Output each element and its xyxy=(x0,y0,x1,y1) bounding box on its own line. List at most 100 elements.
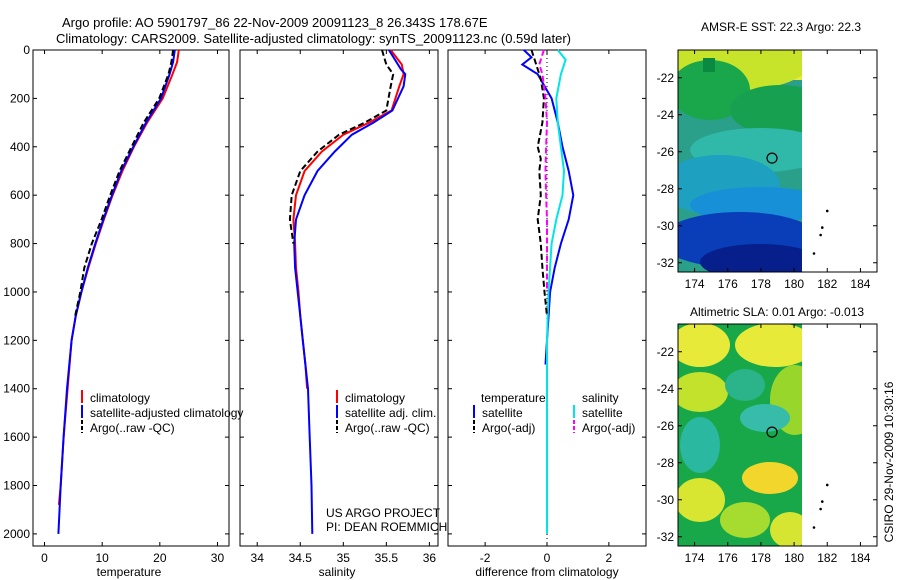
argo-position-marker xyxy=(766,152,778,164)
legend-title-salinity: salinity xyxy=(582,391,619,405)
map-x-tick-label: 174 xyxy=(685,277,705,291)
legend-label-sat: satellite-adjusted climatology xyxy=(90,406,243,420)
island-dot xyxy=(825,209,829,213)
series-argo-line xyxy=(74,49,175,317)
y-tick-label: 1200 xyxy=(3,333,30,347)
difference-xlabel: difference from climatology xyxy=(475,565,618,579)
map-y-tick-label: -32 xyxy=(657,530,675,544)
map-x-tick-label: 176 xyxy=(718,277,738,291)
sla-map-title: Altimetric SLA: 0.01 Argo: -0.013 xyxy=(690,305,864,319)
map-x-tick-label: 182 xyxy=(817,551,837,565)
legend-label-sat-t: satellite xyxy=(482,406,523,420)
x-tick-label: 36 xyxy=(423,551,437,565)
y-tick-label: 0 xyxy=(23,43,30,57)
x-tick-label: 0 xyxy=(41,551,48,565)
x-tick-label: 35.5 xyxy=(375,551,399,565)
project-note-line2: PI: DEAN ROEMMICH xyxy=(326,520,447,534)
map-x-tick-label: 184 xyxy=(850,551,870,565)
map-y-tick-label: -26 xyxy=(657,145,675,159)
y-tick-label: 2000 xyxy=(3,527,30,541)
figure-subtitle: Climatology: CARS2009. Satellite-adjuste… xyxy=(56,31,571,46)
series-argo-line xyxy=(530,49,548,317)
map-x-tick-label: 176 xyxy=(718,551,738,565)
y-tick-label: 200 xyxy=(10,91,30,105)
temperature-legend: climatology satellite-adjusted climatolo… xyxy=(81,390,243,435)
map-y-tick-label: -30 xyxy=(657,219,675,233)
temperature-plot: 0 10 20 30 0 200 400 600 800 1000 1200 1400 1600 1800… xyxy=(3,43,229,565)
temperature-xlabel: temperature xyxy=(97,565,162,579)
series-clim-line xyxy=(57,49,180,505)
difference-plot: -2 0 2 xyxy=(448,49,646,565)
argo-position-marker xyxy=(766,426,778,438)
legend-label-clim: climatology xyxy=(345,391,405,405)
legend-label-argo: Argo(..raw -QC) xyxy=(90,421,175,435)
legend-label-sat-s: satellite xyxy=(582,406,623,420)
x-tick-label: 2 xyxy=(606,551,613,565)
project-note-line1: US ARGO PROJECT xyxy=(326,506,441,520)
sla-field xyxy=(678,324,802,546)
x-tick-label: -2 xyxy=(480,551,491,565)
series-argo_diff_s-line xyxy=(538,49,549,292)
sst-map-overlay: 174 176 178 180 182 184 -22 -24 -26 -28 -30 -32 xyxy=(657,50,877,291)
map-y-tick-label: -26 xyxy=(657,419,675,433)
map-x-tick-label: 178 xyxy=(751,551,771,565)
island-dot xyxy=(812,252,816,255)
map-y-tick-label: -30 xyxy=(657,493,675,507)
temperature-axes xyxy=(32,49,230,547)
legend-label-argo-s: Argo(-adj) xyxy=(582,421,635,435)
sst-map-axes xyxy=(677,49,878,273)
y-tick-label: 1000 xyxy=(3,285,30,299)
series-sat-line xyxy=(520,49,575,365)
map-y-tick-label: -28 xyxy=(657,182,675,196)
x-tick-label: 30 xyxy=(211,551,225,565)
x-tick-label: 0 xyxy=(544,551,551,565)
map-x-tick-label: 182 xyxy=(817,277,837,291)
x-tick-label: 20 xyxy=(153,551,167,565)
island-dot xyxy=(819,233,822,237)
x-tick-label: 34.5 xyxy=(289,551,313,565)
legend-label-sat: satellite adj. clim. xyxy=(345,406,436,420)
y-tick-label: 600 xyxy=(10,188,30,202)
island-dot xyxy=(812,526,816,529)
map-y-tick-label: -28 xyxy=(657,456,675,470)
map-x-tick-label: 180 xyxy=(784,277,804,291)
side-timestamp: CSIRO 29-Nov-2009 10:30:16 xyxy=(882,381,896,542)
y-tick-label: 1600 xyxy=(3,430,30,444)
salinity-plot: 34 34.5 35 35.5 36 xyxy=(240,49,438,565)
map-y-tick-label: -22 xyxy=(657,345,675,359)
map-y-tick-label: -32 xyxy=(657,256,675,270)
legend-label-clim: climatology xyxy=(90,391,150,405)
legend-title-temperature: temperature xyxy=(481,391,546,405)
legend-label-argo: Argo(..raw -QC) xyxy=(345,421,430,435)
map-y-tick-label: -24 xyxy=(657,382,675,396)
island-dot xyxy=(819,507,822,511)
y-tick-label: 800 xyxy=(10,237,30,251)
y-tick-label: 1400 xyxy=(3,382,30,396)
island-dot xyxy=(820,500,824,503)
y-tick-label: 1800 xyxy=(3,479,30,493)
map-x-tick-label: 178 xyxy=(751,277,771,291)
sst-field xyxy=(678,50,802,272)
map-y-tick-label: -24 xyxy=(657,108,675,122)
x-tick-label: 34 xyxy=(251,551,265,565)
x-tick-label: 35 xyxy=(337,551,351,565)
map-x-tick-label: 180 xyxy=(784,551,804,565)
series-sat_diff_s-line xyxy=(546,49,567,534)
island-dot xyxy=(820,226,824,229)
series-sat-line xyxy=(57,49,176,534)
salinity-axes xyxy=(239,49,439,547)
sla-map-overlay: 174 176 178 180 182 184 -22 -24 -26 -28 -30 -32 xyxy=(657,324,877,565)
map-x-tick-label: 184 xyxy=(850,277,870,291)
salinity-xlabel: salinity xyxy=(319,565,356,579)
difference-legend: temperature salinity satellite Argo(-adj… xyxy=(473,391,635,435)
salinity-legend: climatology satellite adj. clim. Argo(..… xyxy=(336,390,436,435)
x-tick-label: 10 xyxy=(95,551,109,565)
island-dot xyxy=(825,483,829,487)
map-x-tick-label: 174 xyxy=(685,551,705,565)
legend-label-argo-t: Argo(-adj) xyxy=(482,421,535,435)
map-y-tick-label: -22 xyxy=(657,71,675,85)
figure-title: Argo profile: AO 5901797_86 22-Nov-2009 … xyxy=(62,15,488,30)
series-sat-line xyxy=(293,49,407,534)
sst-map-title: AMSR-E SST: 22.3 Argo: 22.3 xyxy=(701,20,861,34)
